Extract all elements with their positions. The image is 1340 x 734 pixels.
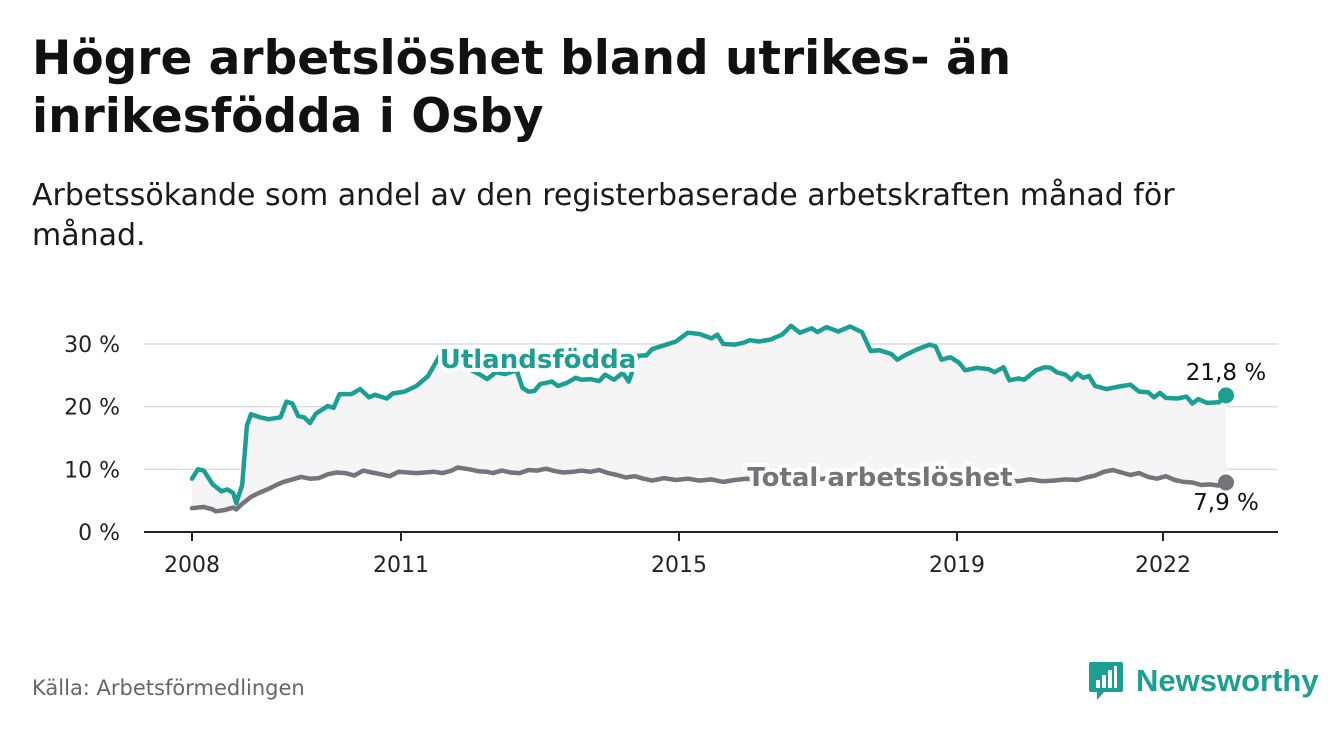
chart-subtitle: Arbetssökande som andel av den registerb…	[32, 178, 1175, 253]
y-tick-label: 0 %	[78, 521, 120, 546]
x-tick-label: 2019	[929, 553, 985, 578]
utlandsfodda-end-label: 21,8 %	[1186, 360, 1266, 386]
brand-name: Newsworthy	[1136, 663, 1319, 698]
y-tick-label: 10 %	[64, 458, 120, 483]
brand-logo: Newsworthy	[1088, 660, 1319, 702]
range-band	[192, 325, 1226, 512]
total-series-label: Total arbetslöshet	[747, 463, 1012, 493]
x-tick-label: 2022	[1135, 553, 1191, 578]
newsworthy-logo-icon	[1089, 662, 1123, 700]
total-series-line	[189, 465, 1229, 514]
source-note: Källa: Arbetsförmedlingen	[32, 676, 305, 700]
chart-title: Högre arbetslöshet bland utrikes- än inr…	[32, 31, 1012, 144]
x-tick-label: 2008	[164, 553, 220, 578]
total-end-marker	[1218, 474, 1234, 491]
x-tick-label: 2011	[373, 553, 429, 578]
utlandsfodda-series-line	[189, 323, 1229, 506]
total-end-label: 7,9 %	[1193, 490, 1259, 516]
utlandsfodda-series-label: Utlandsfödda	[440, 345, 637, 375]
y-tick-label: 30 %	[64, 333, 120, 358]
x-tick-label: 2015	[651, 553, 707, 578]
y-tick-label: 20 %	[64, 396, 120, 421]
utlandsfodda-end-marker	[1218, 387, 1234, 404]
